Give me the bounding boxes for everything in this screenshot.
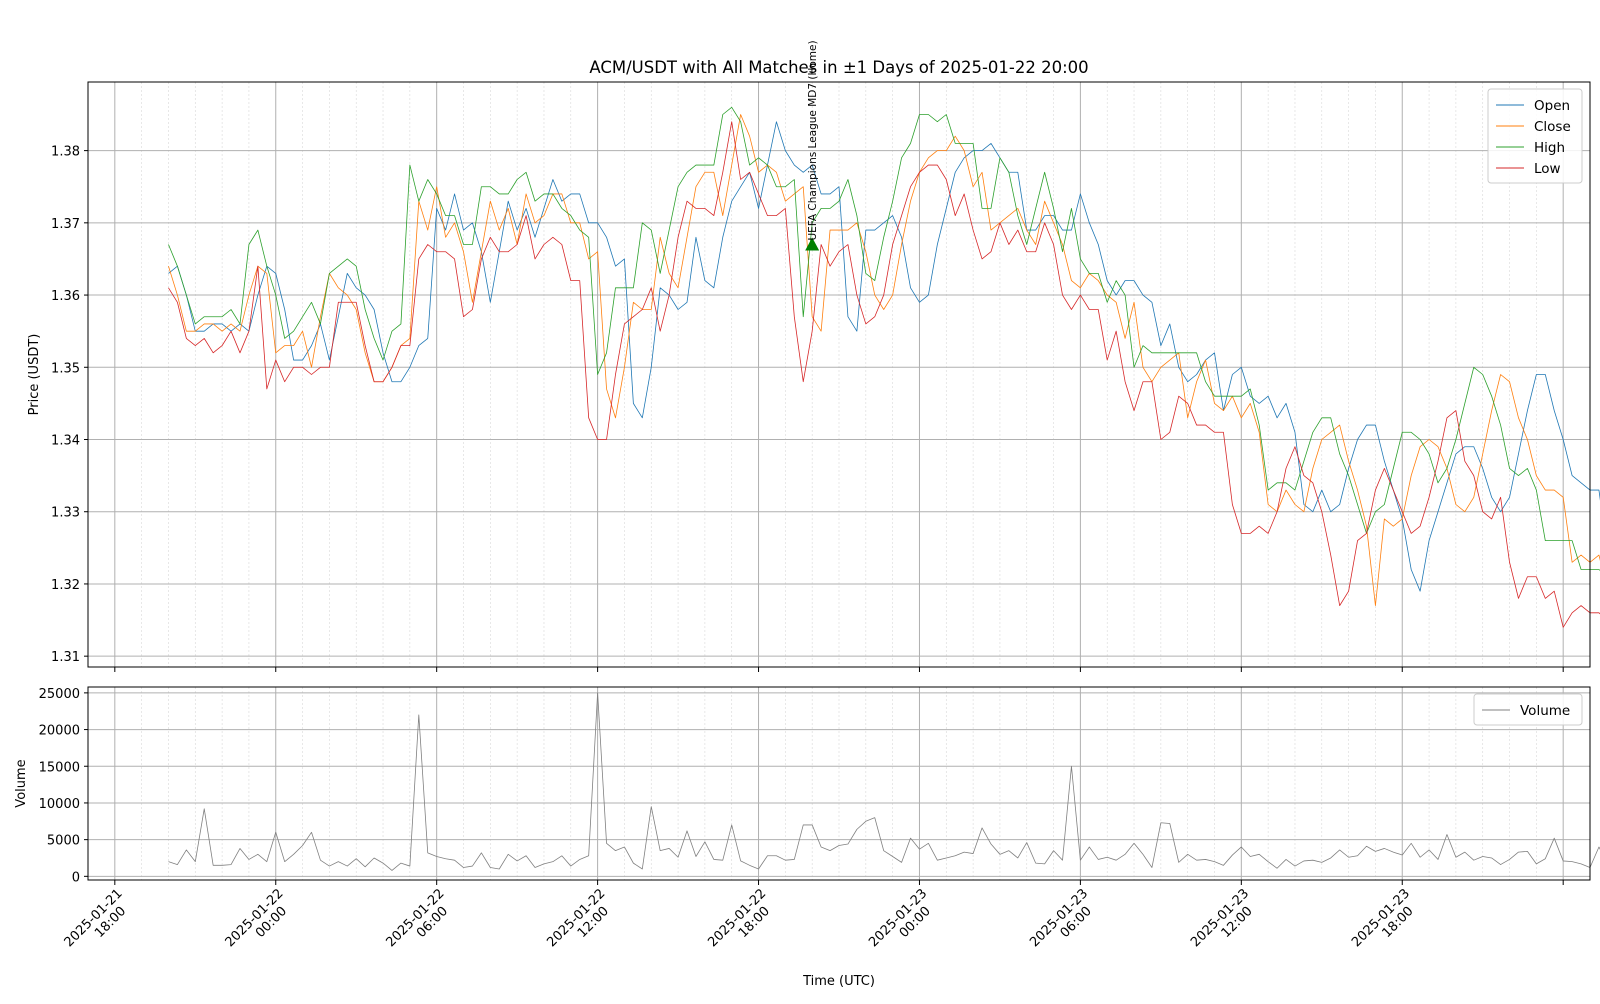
price-ytick-label: 1.34 [51, 434, 80, 449]
price-ytick-label: 1.31 [51, 650, 80, 665]
volume-ytick-label: 5000 [47, 834, 80, 849]
volume-legend: Volume [1473, 693, 1583, 726]
price-ytick-label: 1.36 [51, 289, 80, 304]
chart-title: ACM/USDT with All Matches in ±1 Days of … [589, 58, 1088, 77]
price-legend-box [1487, 88, 1583, 184]
x-axis-label: Time (UTC) [802, 974, 875, 989]
series-line-close [168, 114, 1600, 607]
volume-ylabel: Volume [14, 759, 29, 807]
volume-legend-box [1473, 693, 1583, 726]
legend-label-high: High [1534, 140, 1565, 156]
price-axes-frame [87, 81, 1591, 668]
series-line-high [168, 106, 1600, 571]
volume-axes-frame [87, 686, 1591, 881]
series-line-volume [168, 692, 1600, 871]
price-ytick-label: 1.37 [51, 217, 80, 232]
price-legend: Open Close High Low [1487, 88, 1583, 184]
legend-label-volume: Volume [1520, 703, 1570, 719]
volume-ytick-label: 25000 [39, 687, 80, 702]
volume-ytick-label: 15000 [39, 760, 80, 775]
series-line-open [168, 121, 1600, 592]
legend-label-close: Close [1534, 119, 1571, 135]
price-ytick-label: 1.33 [51, 506, 80, 521]
volume-ytick-label: 10000 [39, 797, 80, 812]
legend-label-open: Open [1534, 98, 1570, 114]
match-marker-triangle [805, 237, 820, 251]
volume-ytick-label: 20000 [39, 724, 80, 739]
legend-label-low: Low [1534, 161, 1561, 177]
series-line-low [168, 121, 1600, 628]
price-ytick-label: 1.38 [51, 145, 80, 160]
price-ylabel: Price (USDT) [27, 334, 42, 416]
price-ytick-label: 1.32 [51, 578, 80, 593]
volume-ytick-label: 0 [72, 870, 80, 885]
match-annotation-label: UEFA Champions League MD7 (Home) [807, 40, 819, 240]
price-grid [87, 82, 1591, 667]
price-ytick-label: 1.35 [51, 361, 80, 376]
